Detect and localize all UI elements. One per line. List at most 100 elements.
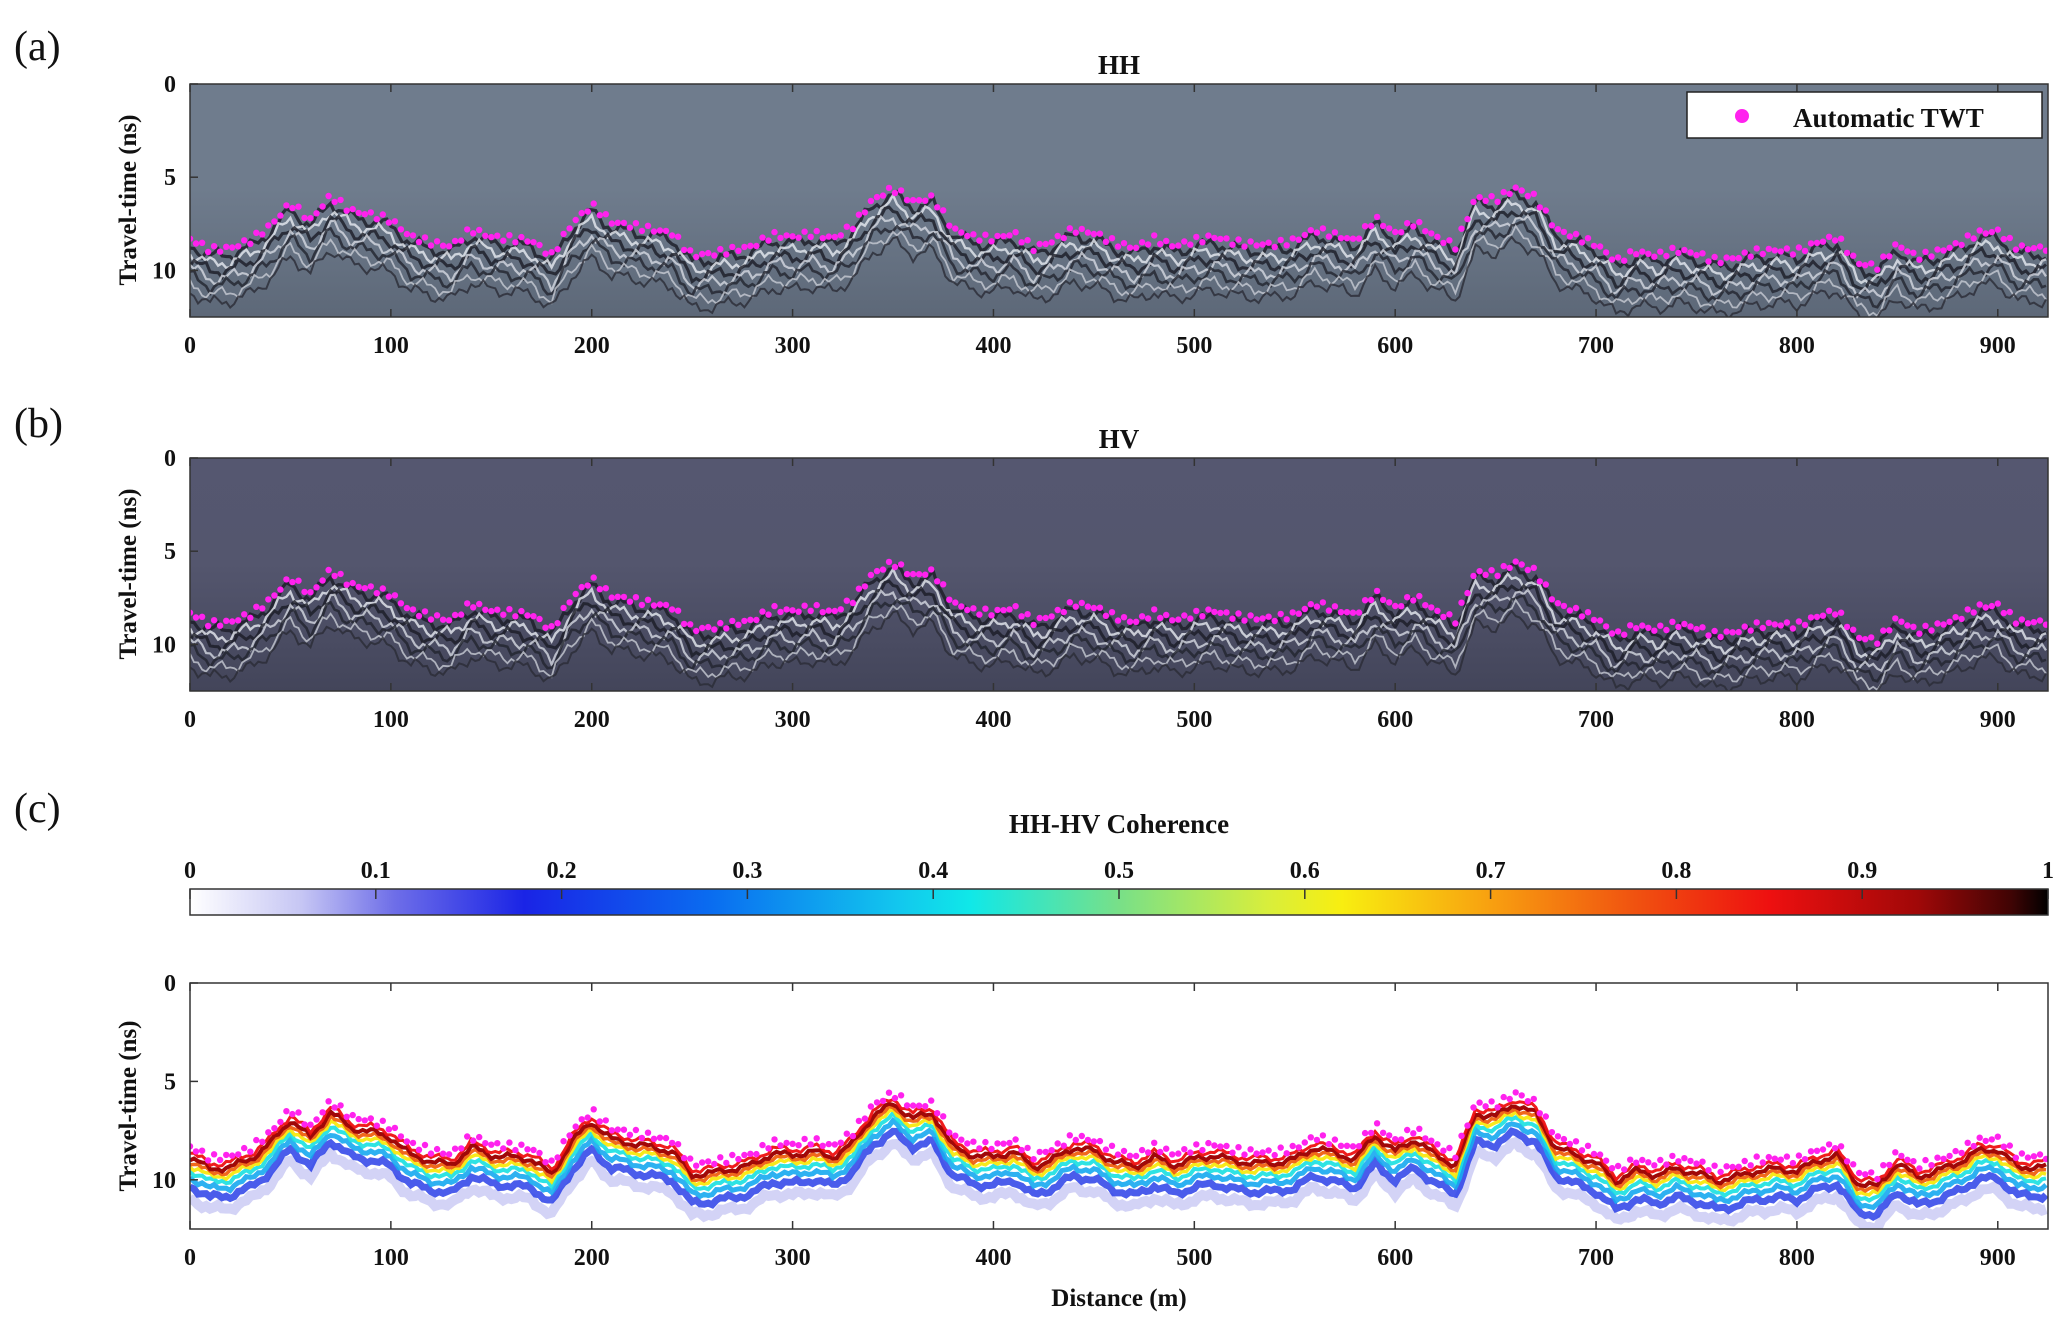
colorbar-tick-label: 0.6 [1290, 858, 1320, 884]
twt-pick-a [536, 241, 543, 249]
twt-pick-c [1958, 1149, 1965, 1157]
twt-pick-c [216, 1156, 224, 1164]
y-tick-label-b: 10 [152, 632, 176, 658]
twt-pick-a [1783, 245, 1791, 252]
twt-pick-a [1789, 251, 1797, 258]
twt-pick-c [433, 1145, 441, 1153]
twt-pick-a [1837, 235, 1845, 242]
twt-pick-c [259, 1138, 266, 1146]
twt-pick-c [668, 1139, 676, 1147]
twt-pick-b [1289, 609, 1296, 616]
twt-pick-c [367, 1115, 374, 1122]
twt-pick-b [1054, 606, 1061, 614]
twt-pick-c [946, 1129, 953, 1136]
twt-pick-b [1934, 620, 1941, 627]
twt-pick-b [476, 600, 483, 608]
twt-pick-c [801, 1135, 808, 1143]
twt-pick-a [1675, 249, 1682, 257]
x-tick-label-b: 300 [775, 707, 811, 733]
twt-pick-b [464, 600, 471, 607]
twt-pick-b [952, 599, 959, 606]
twt-pick-b [518, 607, 525, 615]
twt-pick-c [1410, 1130, 1417, 1137]
twt-pick-c [1566, 1140, 1574, 1148]
twt-pick-c [638, 1134, 646, 1142]
twt-pick-c [1331, 1136, 1339, 1143]
twt-pick-a [1940, 247, 1947, 254]
twt-pick-c [1614, 1162, 1622, 1170]
twt-pick-c [1874, 1175, 1881, 1183]
twt-pick-c [1831, 1145, 1839, 1152]
twt-pick-a [1416, 218, 1423, 226]
twt-pick-b [1169, 617, 1176, 624]
twt-pick-a [554, 246, 561, 253]
twt-pick-c [1018, 1146, 1025, 1154]
twt-pick-a [2042, 247, 2048, 254]
twt-pick-b [1313, 603, 1321, 610]
twt-pick-a [717, 245, 724, 253]
twt-pick-c [705, 1158, 712, 1165]
twt-pick-a [1006, 232, 1013, 239]
twt-pick-a [952, 225, 959, 232]
twt-pick-b [1681, 620, 1688, 628]
twt-pick-a [1066, 225, 1074, 232]
twt-pick-a [1386, 225, 1393, 232]
twt-pick-a [1801, 247, 1809, 255]
twt-pick-b [500, 611, 507, 618]
twt-pick-a [1639, 248, 1646, 255]
x-tick-label-b: 700 [1578, 707, 1614, 733]
twt-pick-b [753, 616, 760, 624]
twt-pick-a [1759, 250, 1767, 258]
twt-pick-b [235, 617, 242, 624]
twt-pick-a [1934, 246, 1941, 253]
twt-pick-c [494, 1140, 501, 1147]
twt-pick-c [1928, 1162, 1935, 1169]
twt-pick-b [1126, 618, 1134, 625]
twt-pick-a [662, 227, 670, 235]
x-axis-label-c: Distance (m) [1051, 1285, 1186, 1312]
twt-pick-a [1687, 249, 1694, 256]
twt-pick-b [970, 605, 977, 612]
twt-pick-c [1554, 1133, 1562, 1140]
twt-pick-c [602, 1117, 609, 1124]
twt-pick-c [1699, 1158, 1706, 1165]
twt-pick-c [1753, 1153, 1760, 1160]
twt-pick-c [331, 1104, 338, 1111]
twt-pick-c [1548, 1129, 1556, 1136]
twt-pick-c [1801, 1156, 1809, 1163]
twt-pick-c [271, 1125, 278, 1132]
twt-pick-b [831, 607, 838, 615]
colorbar-title: HH-HV Coherence [1009, 809, 1229, 839]
twt-pick-a [650, 228, 658, 235]
twt-pick-c [994, 1140, 1001, 1147]
twt-pick-b [2006, 608, 2014, 616]
x-tick-label-a: 200 [574, 333, 610, 359]
twt-pick-a [2024, 246, 2032, 253]
twt-pick-c [1560, 1135, 1568, 1143]
twt-pick-c [1868, 1169, 1875, 1176]
twt-pick-c [1343, 1142, 1351, 1150]
twt-pick-b [1096, 604, 1104, 611]
twt-pick-c [1705, 1167, 1712, 1174]
twt-pick-c [361, 1117, 368, 1124]
twt-pick-b [795, 608, 802, 615]
twt-pick-b [1687, 623, 1694, 630]
twt-pick-c [1837, 1143, 1845, 1150]
twt-pick-a [1181, 238, 1188, 245]
twt-pick-b [687, 621, 694, 628]
twt-pick-a [1663, 252, 1670, 260]
twt-pick-a [470, 230, 477, 237]
twt-pick-c [632, 1126, 640, 1134]
twt-pick-c [1982, 1137, 1989, 1145]
twt-pick-a [1464, 215, 1471, 223]
twt-pick-a [1277, 236, 1284, 244]
twt-pick-b [488, 607, 495, 615]
twt-pick-c [867, 1103, 875, 1110]
twt-pick-b [1645, 624, 1652, 631]
twt-pick-c [1205, 1139, 1212, 1147]
twt-pick-b [1928, 627, 1935, 634]
twt-pick-b [1560, 602, 1568, 610]
twt-pick-a [994, 232, 1001, 240]
twt-pick-a [1138, 239, 1146, 246]
twt-pick-b [1187, 615, 1194, 622]
